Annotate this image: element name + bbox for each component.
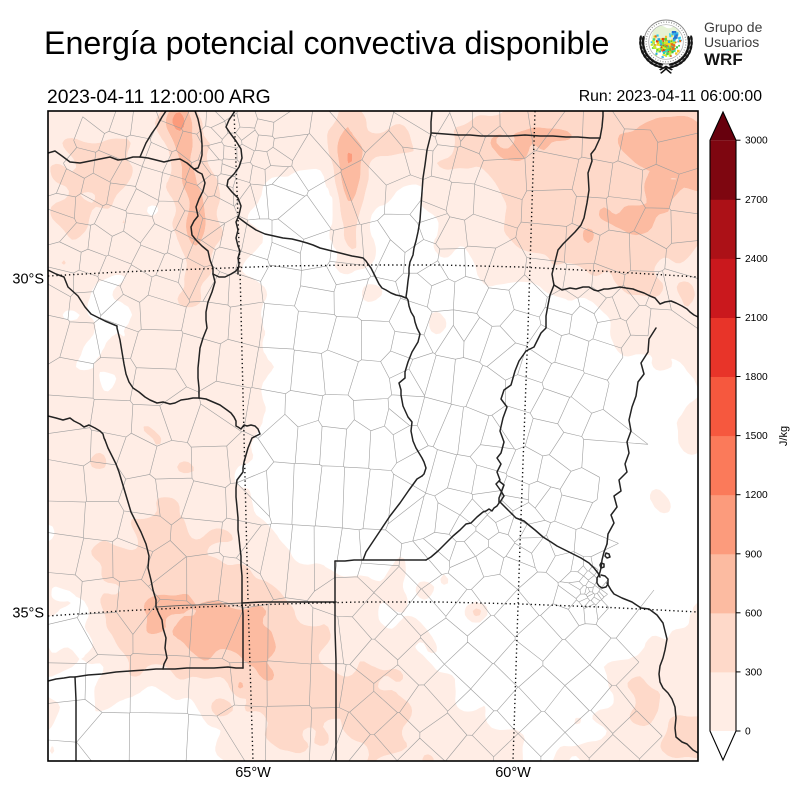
svg-text:2100: 2100	[745, 313, 768, 324]
svg-text:65°W: 65°W	[235, 765, 271, 781]
svg-text:30°S: 30°S	[12, 272, 44, 288]
svg-text:J/kg: J/kg	[778, 426, 790, 446]
svg-text:1800: 1800	[745, 372, 768, 383]
svg-text:900: 900	[745, 549, 762, 560]
svg-text:Grupo de: Grupo de	[704, 19, 763, 35]
svg-text:3000: 3000	[745, 136, 768, 147]
svg-text:2700: 2700	[745, 195, 768, 206]
svg-text:60°W: 60°W	[495, 765, 531, 781]
svg-text:0: 0	[745, 727, 751, 738]
svg-text:300: 300	[745, 667, 762, 678]
svg-text:WRF: WRF	[704, 50, 743, 69]
svg-text:Usuarios: Usuarios	[704, 34, 759, 50]
svg-text:1500: 1500	[745, 431, 768, 442]
svg-text:600: 600	[745, 608, 762, 619]
svg-text:2400: 2400	[745, 254, 768, 265]
svg-text:35°S: 35°S	[12, 606, 44, 622]
svg-text:1200: 1200	[745, 490, 768, 501]
